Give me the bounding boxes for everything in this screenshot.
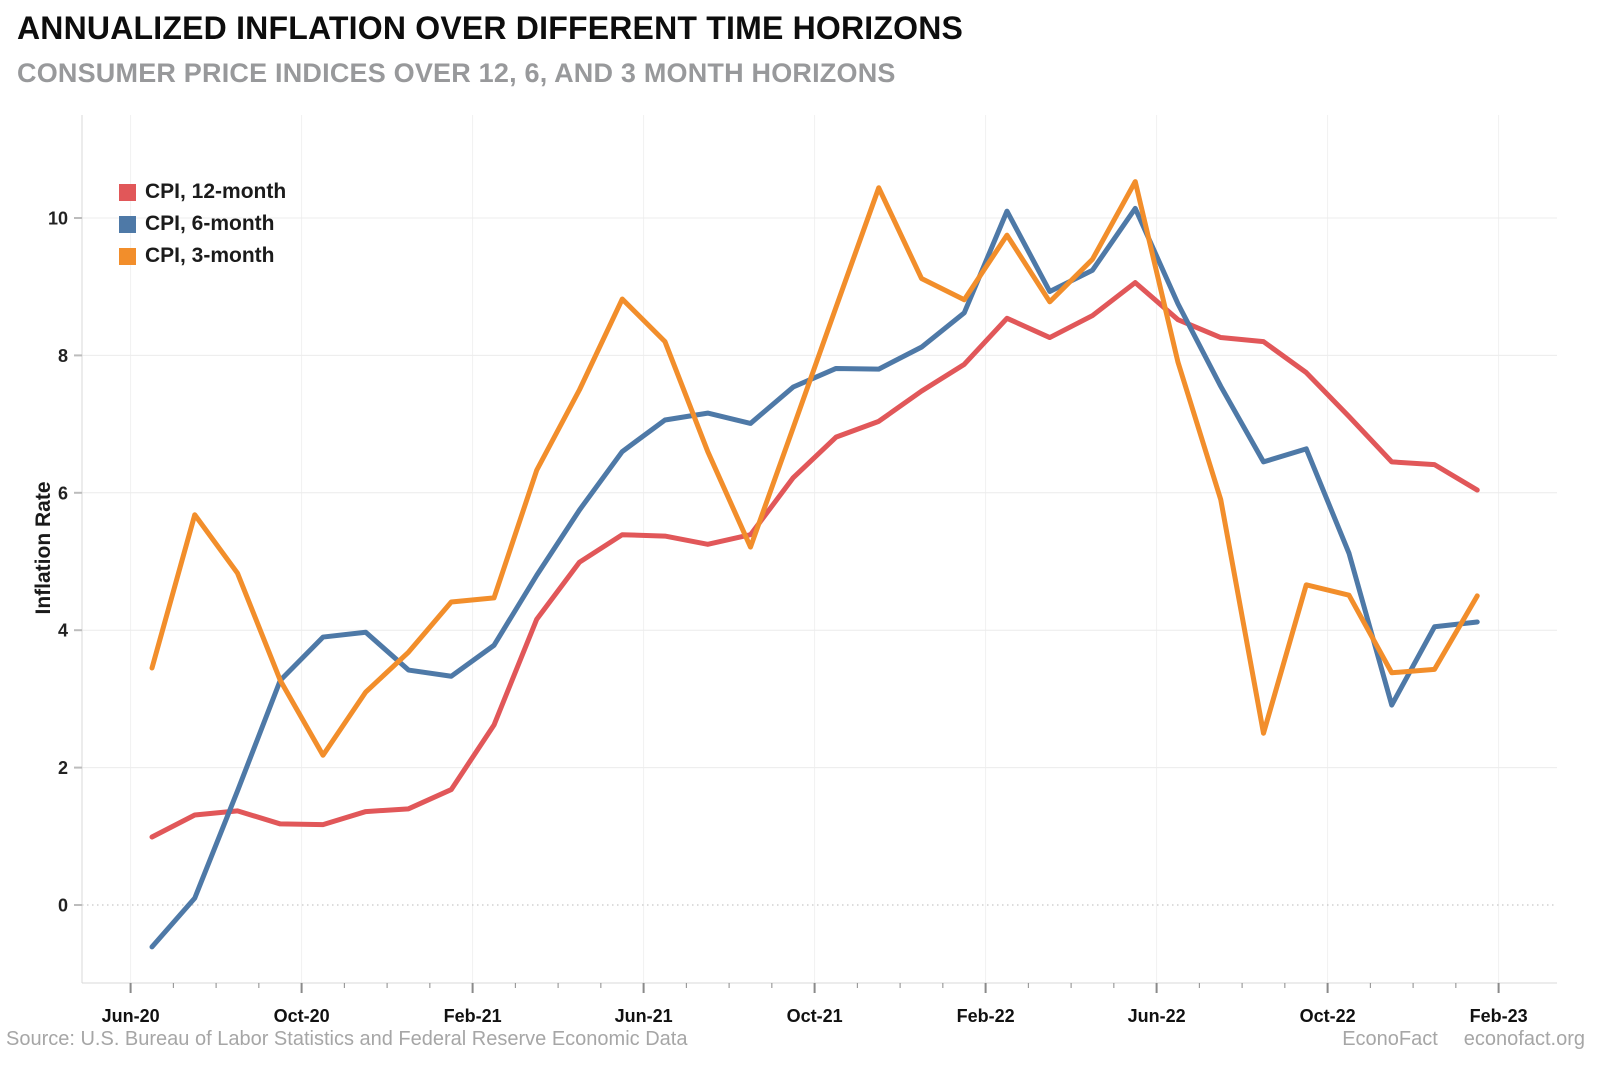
x-tick-label: Oct-20 (274, 1006, 330, 1026)
line-cpi-3-month (149, 179, 1480, 758)
legend-label: CPI, 12-month (145, 180, 287, 203)
y-tick-label: 2 (58, 758, 68, 778)
legend-label: CPI, 6-month (145, 212, 275, 235)
y-tick-label: 10 (48, 209, 68, 229)
legend: CPI, 12-month CPI, 6-month CPI, 3-month (119, 176, 286, 272)
x-tick-label: Feb-21 (444, 1006, 502, 1026)
y-tick-label: 4 (58, 621, 68, 641)
legend-item-cpi-12-month: CPI, 12-month (119, 176, 286, 208)
x-tick-label: Feb-23 (1470, 1006, 1528, 1026)
legend-label: CPI, 3-month (145, 244, 275, 267)
legend-item-cpi-6-month: CPI, 6-month (119, 208, 286, 240)
line-cpi-6-month (149, 205, 1480, 950)
source-note: Source: U.S. Bureau of Labor Statistics … (6, 1028, 688, 1050)
brand-block: EconoFact econofact.org (1342, 1028, 1585, 1051)
x-tick-label: Jun-21 (615, 1006, 673, 1026)
legend-swatch-cpi-12-month (119, 183, 136, 201)
chart-title: ANNUALIZED INFLATION OVER DIFFERENT TIME… (17, 10, 964, 46)
legend-swatch-cpi-3-month (119, 247, 136, 265)
y-axis-title: Inflation Rate (32, 481, 55, 615)
x-tick-label: Jun-20 (102, 1006, 160, 1026)
x-tick-label: Feb-22 (957, 1006, 1015, 1026)
y-tick-label: 0 (58, 896, 68, 916)
legend-swatch-cpi-6-month (119, 215, 136, 233)
y-tick-label: 6 (58, 483, 68, 503)
line-cpi-12-month (149, 280, 1480, 840)
footer: Source: U.S. Bureau of Labor Statistics … (0, 1028, 1600, 1051)
x-tick-label: Oct-22 (1300, 1006, 1356, 1026)
chart-subtitle: CONSUMER PRICE INDICES OVER 12, 6, AND 3… (17, 58, 896, 88)
brand-econofact: EconoFact (1342, 1028, 1438, 1050)
y-tick-label: 8 (58, 346, 68, 366)
x-tick-label: Jun-22 (1128, 1006, 1186, 1026)
x-tick-label: Oct-21 (787, 1006, 843, 1026)
legend-item-cpi-3-month: CPI, 3-month (119, 240, 286, 272)
brand-site-url: econofact.org (1463, 1028, 1585, 1050)
